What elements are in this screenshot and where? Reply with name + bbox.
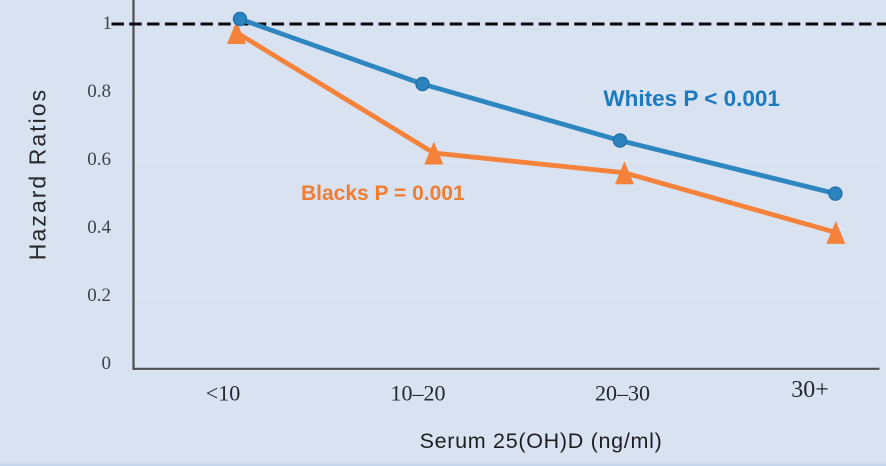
svg-text:0.8: 0.8 bbox=[87, 81, 111, 102]
svg-text:Hazard Ratios: Hazard Ratios bbox=[25, 88, 51, 260]
svg-text:1: 1 bbox=[103, 13, 113, 34]
svg-text:20–30: 20–30 bbox=[595, 381, 650, 406]
svg-text:Blacks P = 0.001: Blacks P = 0.001 bbox=[301, 182, 465, 205]
svg-text:Serum 25(OH)D (ng/ml): Serum 25(OH)D (ng/ml) bbox=[420, 429, 663, 453]
svg-text:0.6: 0.6 bbox=[87, 149, 111, 170]
svg-text:0.2: 0.2 bbox=[87, 285, 111, 306]
svg-text:<10: <10 bbox=[206, 381, 240, 406]
svg-text:Whites P < 0.001: Whites P < 0.001 bbox=[603, 86, 780, 111]
svg-text:10–20: 10–20 bbox=[391, 381, 446, 406]
svg-text:30+: 30+ bbox=[791, 377, 829, 403]
svg-text:0: 0 bbox=[102, 353, 112, 374]
svg-text:0.4: 0.4 bbox=[87, 217, 111, 238]
